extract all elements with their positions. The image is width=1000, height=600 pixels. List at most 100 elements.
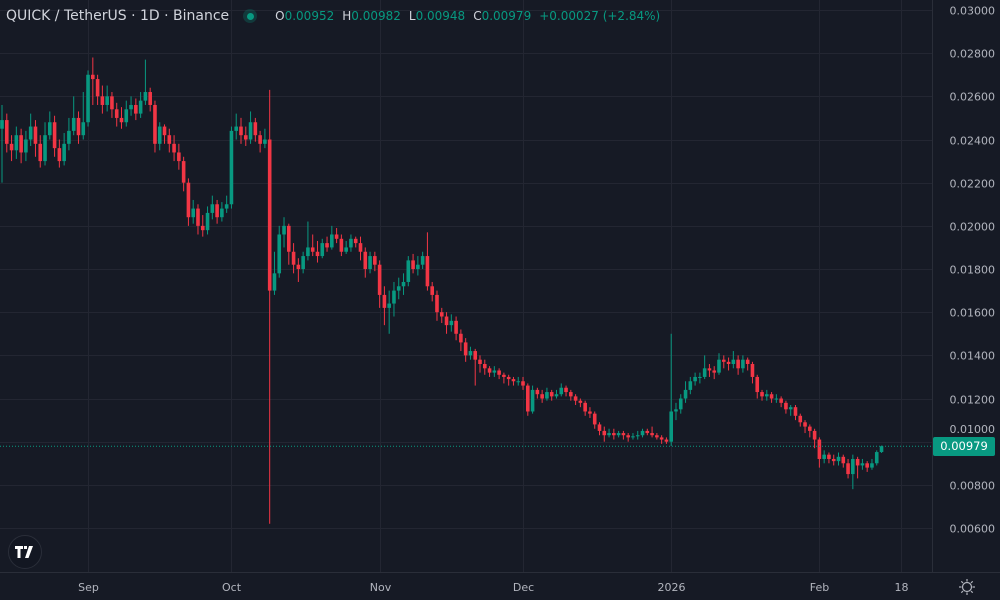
candle (860, 458, 865, 470)
candle (129, 96, 133, 116)
low-key: L (408, 9, 416, 23)
candle (616, 430, 621, 438)
candle-body (674, 409, 678, 412)
candle (439, 307, 444, 323)
candle-body (224, 204, 229, 209)
candle-body (592, 413, 597, 425)
candle-body (291, 251, 296, 265)
candle (277, 225, 282, 278)
high-value: 0.00982 (351, 9, 401, 23)
candle-body (358, 243, 363, 252)
candle-body (459, 333, 463, 343)
candle (540, 389, 544, 403)
candle (306, 221, 310, 261)
candle-body (153, 104, 157, 144)
candle (349, 234, 353, 252)
gear-icon[interactable] (958, 578, 976, 596)
candle-body (9, 143, 14, 151)
candle (387, 290, 391, 334)
candle-body (138, 100, 143, 114)
candle-body (736, 359, 740, 369)
candle-body (444, 316, 449, 326)
candle-body (95, 79, 100, 97)
candle-body (0, 120, 4, 129)
candle-body (669, 411, 673, 442)
price-axis[interactable]: 0.00600 0.00800 0.01000 0.01200 0.01400 0.016… (950, 5, 996, 536)
candle (731, 351, 736, 369)
candle (0, 104, 4, 183)
candle (765, 389, 769, 401)
candle-body (765, 394, 769, 397)
candle (162, 124, 167, 144)
candle (717, 353, 721, 375)
candle (607, 428, 611, 438)
candle (95, 74, 100, 105)
candle-body (836, 456, 841, 462)
candle-body (597, 424, 602, 431)
candle-body (473, 351, 478, 360)
candle (91, 57, 95, 105)
candle (592, 411, 597, 429)
candle-body (511, 379, 516, 382)
candle (196, 204, 200, 235)
candle (377, 260, 382, 308)
candle (200, 215, 205, 237)
candle (177, 143, 181, 170)
candle (392, 281, 396, 317)
candle (86, 70, 90, 127)
candle-body (330, 234, 334, 248)
candle (846, 458, 850, 479)
candle-body (760, 392, 764, 397)
candle (569, 389, 573, 401)
candle (368, 251, 372, 274)
candle-body (435, 294, 439, 313)
candle (521, 376, 525, 390)
candle-body (741, 359, 745, 369)
candle (784, 400, 788, 414)
y-tick-label: 0.02400 (950, 135, 996, 148)
candle (707, 363, 712, 377)
time-axis[interactable]: Sep Oct Nov Dec 2026 Feb 18 (78, 581, 908, 594)
candle-body (726, 361, 731, 364)
candle-body (851, 458, 855, 475)
candle (736, 355, 740, 375)
candle-body (808, 426, 812, 431)
candle-body (248, 122, 253, 140)
candle-body (57, 148, 62, 162)
candle-body (879, 446, 884, 453)
candle-body (124, 109, 129, 123)
candle-body (635, 435, 640, 437)
candle-body (177, 152, 181, 162)
candle-body (822, 454, 826, 459)
candle (224, 195, 229, 213)
symbol-title[interactable]: QUICK / TetherUS · 1D · Binance (6, 8, 230, 24)
candle-body (702, 368, 707, 377)
tradingview-logo-icon[interactable] (8, 535, 42, 569)
candle (353, 236, 358, 248)
candle (822, 450, 826, 464)
candle (430, 281, 434, 302)
candle-body (210, 204, 215, 213)
candle-body (631, 436, 635, 438)
candle (554, 389, 559, 399)
candle-body (71, 117, 76, 131)
candle (234, 113, 239, 140)
candle-body (48, 122, 52, 136)
candle (167, 128, 172, 153)
candle-body (745, 359, 750, 364)
candle (688, 376, 693, 395)
candle-body (564, 387, 568, 393)
candle-body (392, 290, 396, 304)
candle-body (272, 273, 277, 291)
candle-body (191, 208, 195, 218)
candle (674, 402, 678, 421)
candle (664, 437, 669, 444)
candle-body (425, 256, 430, 287)
candle-body (411, 260, 415, 270)
candle-body (368, 256, 372, 270)
candle (291, 243, 296, 274)
candle-body (172, 143, 176, 153)
candle-body (86, 74, 90, 123)
candle (874, 450, 879, 466)
